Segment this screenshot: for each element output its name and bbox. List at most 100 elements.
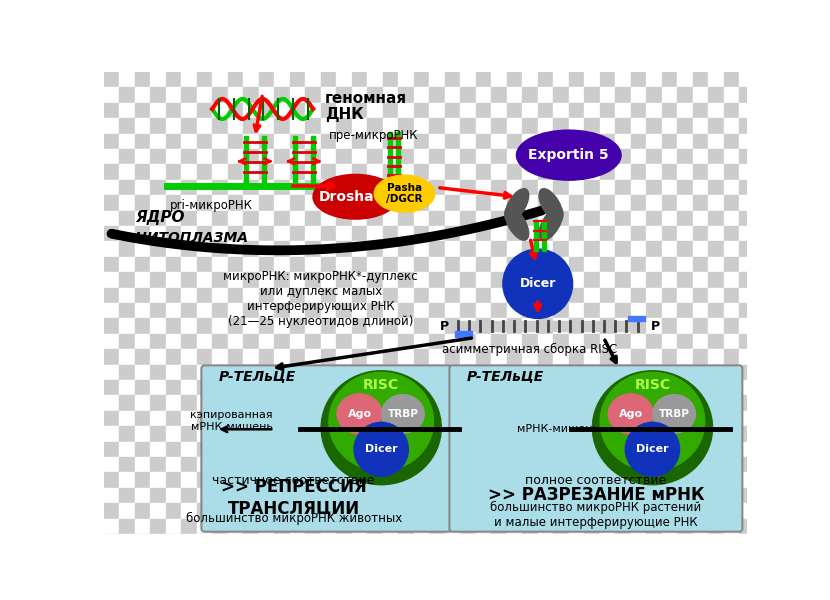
Bar [398,287,413,303]
Bar [662,349,677,365]
Bar [507,303,522,319]
Bar [305,287,320,303]
Bar [615,149,631,164]
Bar [662,257,677,272]
Bar [693,488,708,503]
Bar [461,88,476,103]
Bar [120,287,134,303]
Bar [662,411,677,426]
Bar [724,518,740,534]
Bar [476,195,491,211]
Bar [476,457,491,472]
Bar [708,180,724,195]
Bar [677,118,693,134]
Bar [677,257,693,272]
Bar [305,534,320,550]
Bar [662,380,677,395]
Bar [104,149,120,164]
Bar [569,134,584,149]
Bar [197,272,212,287]
Bar [615,164,631,180]
Bar [584,442,600,457]
Bar [445,472,461,488]
Ellipse shape [600,372,705,471]
Bar [429,518,445,534]
Bar [554,211,569,226]
Bar [445,380,461,395]
Bar [615,134,631,149]
Bar [181,118,197,134]
Bar [244,136,248,186]
Bar [398,349,413,365]
Text: асимметричная сборка RISC: асимметричная сборка RISC [442,343,618,356]
Bar [166,257,181,272]
Bar [569,472,584,488]
Bar [507,426,522,442]
Text: пре-микроРНК: пре-микроРНК [329,128,418,142]
Bar [584,518,600,534]
Bar [724,503,740,518]
Bar [166,103,181,118]
Text: P-ТЕЛьЦΕ: P-ТЕЛьЦΕ [466,369,544,383]
Bar [491,164,507,180]
Bar [367,118,383,134]
Bar [104,380,120,395]
Bar [584,195,600,211]
Bar [134,380,150,395]
Bar [259,472,274,488]
Bar [445,365,461,380]
Ellipse shape [505,188,529,222]
Bar [569,349,584,365]
Bar [554,503,569,518]
Bar [212,518,227,534]
Bar [305,211,320,226]
Ellipse shape [374,175,435,212]
Bar [396,132,400,186]
Bar [554,118,569,134]
Bar [212,365,227,380]
Bar [554,134,569,149]
Bar [320,365,336,380]
Bar [522,241,538,257]
Bar [708,164,724,180]
Bar [398,534,413,550]
Bar [647,457,662,472]
Bar [584,257,600,272]
Bar [320,380,336,395]
Bar [569,257,584,272]
Bar [166,164,181,180]
Bar [554,241,569,257]
Bar [647,211,662,226]
Bar [181,287,197,303]
Bar [181,272,197,287]
Bar [677,503,693,518]
Bar [227,180,243,195]
Bar [693,118,708,134]
Bar [740,426,754,442]
Bar [290,72,305,88]
Bar [336,349,352,365]
Bar [336,395,352,411]
Bar [491,149,507,164]
Bar [476,518,491,534]
Bar [584,134,600,149]
Bar [538,349,554,365]
Bar [413,319,429,334]
Bar [491,257,507,272]
Bar [724,88,740,103]
Bar [461,442,476,457]
Bar [522,103,538,118]
Bar [134,365,150,380]
Bar [507,88,522,103]
Bar [134,103,150,118]
Bar [662,149,677,164]
Bar [461,226,476,241]
Bar [212,88,227,103]
Bar [150,488,166,503]
Bar [150,349,166,365]
Bar [227,365,243,380]
Bar [212,226,227,241]
Text: Dicer: Dicer [520,277,556,290]
Bar [491,395,507,411]
Bar [445,287,461,303]
